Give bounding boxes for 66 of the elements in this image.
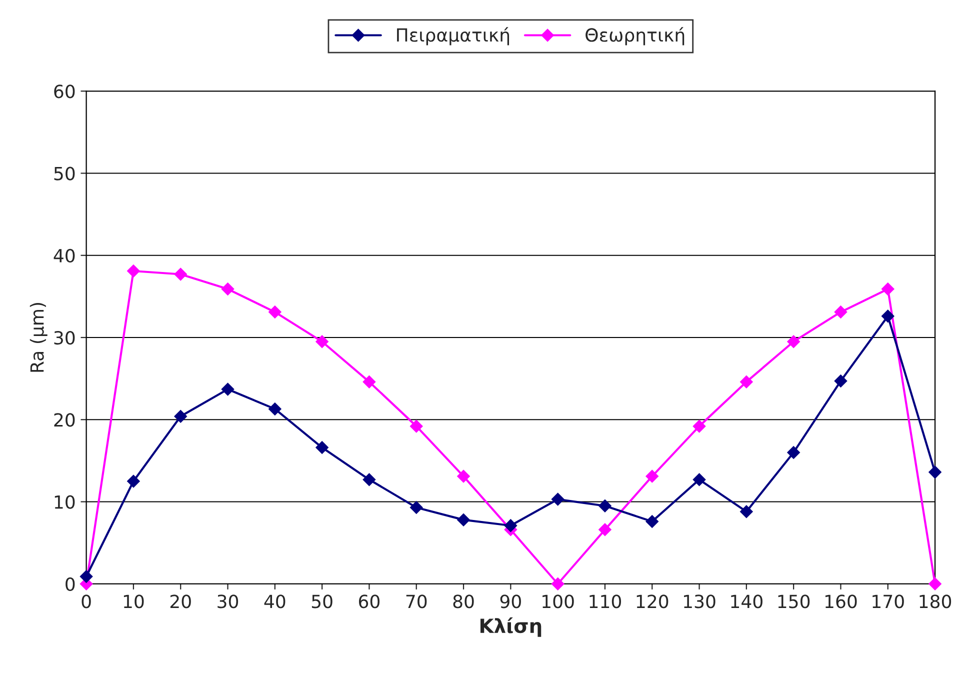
point [598,523,612,536]
legend-label: Θεωρητική [586,27,684,46]
point [834,306,848,318]
point [881,310,894,323]
y-tick-label: 0 [66,577,75,591]
x-axis-title: Κλίση [480,617,542,637]
y-tick-label: 30 [54,330,75,345]
point [646,515,659,528]
x-tick-label: 90 [500,594,521,608]
point [362,375,376,388]
x-tick-label: 150 [778,594,810,608]
point [740,505,753,518]
x-tick-label: 20 [170,594,191,608]
point [787,446,800,459]
y-axis-title: Ra (μm) [30,303,48,372]
point [598,499,612,512]
point [174,410,188,423]
point [221,382,234,396]
point [80,570,93,583]
y-tick-label: 60 [54,84,75,98]
point [457,470,470,483]
y-tick-label: 50 [54,166,75,180]
x-tick-label: 140 [731,594,762,608]
x-tick-label: 100 [542,594,574,608]
point [834,374,848,388]
y-tick-label: 40 [54,248,75,262]
point [127,474,140,488]
y-tick-label: 20 [54,413,75,427]
point [127,264,140,278]
x-tick-label: 180 [920,594,952,608]
x-tick-label: 80 [453,594,474,608]
point [268,402,282,416]
x-tick-label: 160 [825,594,857,608]
x-tick-label: 40 [264,594,286,608]
point [316,441,328,454]
x-tick-label: 130 [684,594,716,608]
x-tick-label: 70 [406,594,427,608]
point [504,519,518,532]
point [881,282,894,296]
x-tick-label: 0 [82,594,91,608]
point [316,335,328,348]
x-tick-label: 60 [358,594,380,608]
point [692,473,706,486]
point [692,420,706,433]
legend-label: Πειραματική [397,27,510,46]
point [551,492,564,506]
point [362,473,376,486]
x-tick-label: 30 [218,594,238,608]
point [174,268,188,281]
point [787,335,800,348]
x-tick-label: 170 [872,594,904,608]
x-tick-label: 120 [636,594,668,608]
point [457,513,470,526]
x-tick-label: 110 [590,594,621,608]
x-tick-label: 10 [124,594,144,608]
point [646,470,659,483]
point [410,420,423,433]
point [928,577,942,590]
point [268,306,282,318]
point [551,577,564,590]
point [740,375,753,388]
point [928,466,942,479]
point [410,501,423,514]
x-tick-label: 50 [312,594,332,608]
y-tick-label: 10 [54,495,75,509]
point [221,282,234,296]
